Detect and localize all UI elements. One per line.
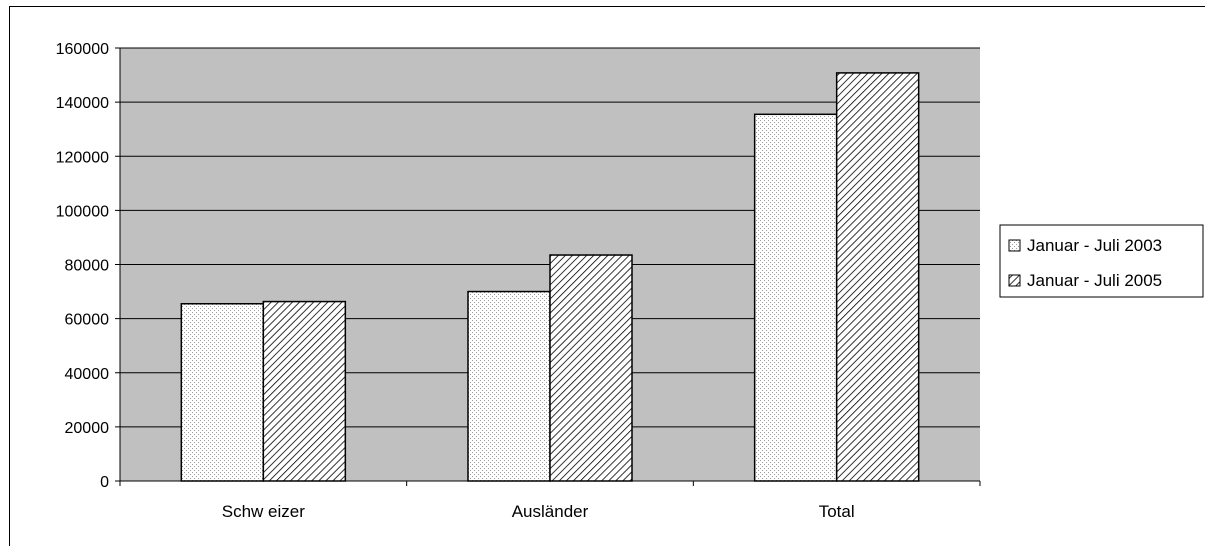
legend-label-1: Januar - Juli 2003	[1027, 236, 1162, 255]
legend-swatch-1	[1008, 239, 1021, 252]
legend-box	[999, 224, 1204, 298]
y-tick-label: 0	[100, 474, 109, 491]
y-tick-label: 80000	[65, 258, 110, 275]
x-category-label: Schw eizer	[222, 502, 305, 521]
y-tick-label: 120000	[56, 149, 109, 166]
y-tick-label: 100000	[56, 203, 109, 220]
y-tick-label: 20000	[65, 420, 110, 437]
bar-2-1	[262, 300, 347, 482]
legend-label-2: Januar - Juli 2005	[1027, 271, 1162, 290]
x-category-label: Total	[819, 502, 855, 521]
bar-2-3	[835, 72, 920, 482]
chart-frame	[9, 6, 1205, 546]
legend-swatch-2	[1008, 274, 1021, 287]
y-tick-label: 40000	[65, 366, 110, 383]
bar-1-1	[180, 302, 265, 482]
y-tick-label: 60000	[65, 312, 110, 329]
bar-1-3	[753, 113, 838, 482]
y-tick-label: 140000	[56, 95, 109, 112]
legend: Januar - Juli 2003 Januar - Juli 2005	[999, 224, 1204, 298]
y-tick-label: 160000	[56, 41, 109, 58]
x-category-label: Ausländer	[512, 502, 589, 521]
bar-1-2	[467, 290, 551, 482]
bar-2-2	[549, 254, 633, 482]
